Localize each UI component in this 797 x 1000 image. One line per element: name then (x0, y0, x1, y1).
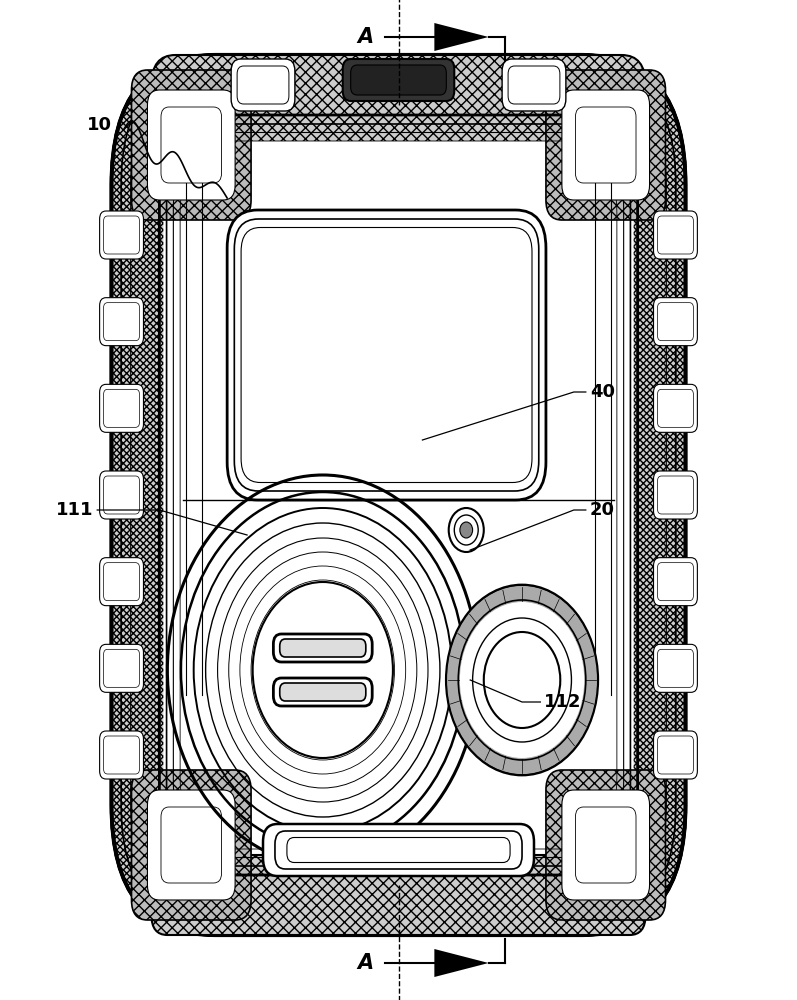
Text: 40: 40 (590, 383, 614, 401)
FancyBboxPatch shape (658, 649, 693, 687)
Text: 112: 112 (544, 693, 581, 711)
FancyBboxPatch shape (654, 644, 697, 692)
FancyBboxPatch shape (546, 70, 665, 220)
FancyBboxPatch shape (231, 59, 295, 111)
FancyBboxPatch shape (227, 210, 546, 500)
FancyBboxPatch shape (502, 59, 566, 111)
FancyBboxPatch shape (658, 736, 693, 774)
Text: A: A (357, 953, 373, 973)
FancyBboxPatch shape (654, 731, 697, 779)
FancyBboxPatch shape (273, 678, 372, 706)
FancyBboxPatch shape (161, 107, 222, 183)
Circle shape (460, 602, 584, 758)
FancyBboxPatch shape (100, 298, 143, 346)
FancyBboxPatch shape (343, 59, 454, 101)
Circle shape (460, 522, 473, 538)
FancyBboxPatch shape (562, 90, 650, 200)
FancyBboxPatch shape (508, 66, 560, 104)
FancyBboxPatch shape (654, 211, 697, 259)
Text: A: A (357, 27, 373, 47)
FancyBboxPatch shape (151, 55, 646, 150)
FancyBboxPatch shape (151, 855, 646, 935)
FancyBboxPatch shape (104, 563, 139, 601)
FancyBboxPatch shape (273, 634, 372, 662)
FancyBboxPatch shape (658, 389, 693, 427)
Text: 10: 10 (87, 116, 112, 134)
FancyBboxPatch shape (180, 141, 617, 849)
FancyBboxPatch shape (104, 649, 139, 687)
FancyBboxPatch shape (654, 298, 697, 346)
FancyBboxPatch shape (112, 55, 685, 935)
FancyBboxPatch shape (104, 476, 139, 514)
FancyBboxPatch shape (147, 90, 235, 200)
FancyBboxPatch shape (100, 211, 143, 259)
FancyBboxPatch shape (351, 65, 446, 95)
FancyBboxPatch shape (104, 216, 139, 254)
FancyBboxPatch shape (104, 303, 139, 341)
FancyBboxPatch shape (104, 736, 139, 774)
Text: 20: 20 (590, 501, 614, 519)
FancyBboxPatch shape (280, 639, 366, 657)
FancyBboxPatch shape (132, 70, 251, 220)
FancyBboxPatch shape (575, 107, 636, 183)
Circle shape (447, 586, 597, 774)
FancyBboxPatch shape (654, 384, 697, 432)
FancyBboxPatch shape (147, 790, 235, 900)
Circle shape (253, 582, 393, 758)
FancyBboxPatch shape (100, 558, 143, 606)
Circle shape (484, 632, 560, 728)
FancyBboxPatch shape (100, 731, 143, 779)
FancyBboxPatch shape (104, 389, 139, 427)
FancyBboxPatch shape (546, 770, 665, 920)
FancyBboxPatch shape (658, 476, 693, 514)
FancyBboxPatch shape (161, 807, 222, 883)
Text: 111: 111 (56, 501, 93, 519)
FancyBboxPatch shape (163, 120, 634, 870)
FancyBboxPatch shape (132, 770, 251, 920)
FancyBboxPatch shape (575, 807, 636, 883)
FancyBboxPatch shape (562, 790, 650, 900)
FancyBboxPatch shape (658, 216, 693, 254)
FancyBboxPatch shape (100, 384, 143, 432)
FancyBboxPatch shape (238, 66, 289, 104)
Polygon shape (434, 23, 489, 51)
FancyBboxPatch shape (280, 683, 366, 701)
FancyBboxPatch shape (654, 471, 697, 519)
FancyBboxPatch shape (654, 558, 697, 606)
FancyBboxPatch shape (100, 471, 143, 519)
FancyBboxPatch shape (100, 644, 143, 692)
Polygon shape (434, 949, 489, 977)
FancyBboxPatch shape (658, 303, 693, 341)
FancyBboxPatch shape (658, 563, 693, 601)
FancyBboxPatch shape (112, 55, 685, 935)
FancyBboxPatch shape (263, 824, 534, 876)
